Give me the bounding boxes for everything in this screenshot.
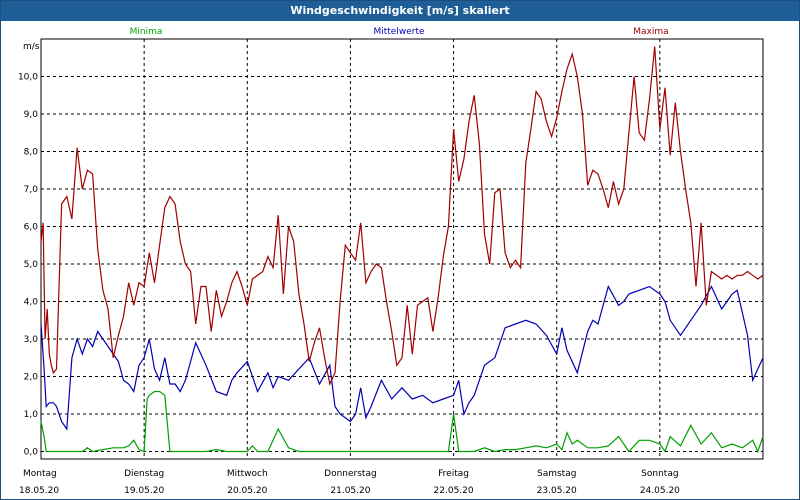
y-tick-label: 2,0 — [24, 373, 39, 383]
y-tick-label: 0,0 — [24, 448, 39, 458]
x-tick-date: 24.05.20 — [640, 486, 680, 496]
y-tick-label: 3,0 — [24, 335, 39, 345]
series-line-mittelwerte — [40, 284, 764, 431]
x-tick-day: Donnerstag — [324, 469, 377, 479]
x-tick-day: Sonntag — [641, 469, 678, 479]
x-tick-date: 18.05.20 — [19, 486, 59, 496]
x-tick-date: 22.05.20 — [434, 486, 474, 496]
x-tick-date: 20.05.20 — [227, 486, 267, 496]
x-tick-day: Samstag — [537, 469, 576, 479]
x-tick-date: 21.05.20 — [330, 486, 370, 496]
y-tick-label: 8,0 — [24, 148, 39, 158]
legend-entry: Maxima — [633, 27, 668, 37]
x-tick-day: Dienstag — [124, 469, 164, 479]
legend: Minima Mittelwerte Maxima — [130, 27, 669, 37]
plot-frame — [40, 38, 764, 460]
y-axis-unit: m/s — [23, 42, 40, 52]
x-axis: Montag 18.05.20 Dienstag 19.05.20 Mittwoch 20… — [19, 469, 680, 496]
y-tick-label: 9,0 — [24, 110, 39, 120]
y-tick-label: 7,0 — [24, 185, 39, 195]
y-tick-label: 4,0 — [24, 298, 39, 308]
x-tick-day: Montag — [23, 469, 57, 479]
x-tick-day: Freitag — [438, 469, 469, 479]
window-title: Windgeschwindigkeit [m/s] skaliert — [1, 1, 799, 21]
grid-lines — [41, 39, 763, 459]
y-tick-label: 5,0 — [24, 260, 39, 270]
series-line-minima — [40, 390, 764, 454]
series-line-maxima — [40, 46, 764, 386]
y-axis: 0,0 1,0 2,0 3,0 4,0 5,0 6,0 7,0 8,0 9,0 10,0 — [18, 73, 38, 458]
x-tick-date: 19.05.20 — [124, 486, 164, 496]
legend-entry: Mittelwerte — [373, 27, 424, 37]
x-tick-day: Mittwoch — [227, 469, 268, 479]
x-tick-date: 23.05.20 — [537, 486, 577, 496]
y-tick-label: 10,0 — [18, 73, 38, 83]
plot-border — [40, 38, 764, 460]
series-lines — [40, 46, 764, 454]
y-tick-label: 1,0 — [24, 410, 39, 420]
y-tick-label: 6,0 — [24, 223, 39, 233]
legend-entry: Minima — [130, 27, 163, 37]
